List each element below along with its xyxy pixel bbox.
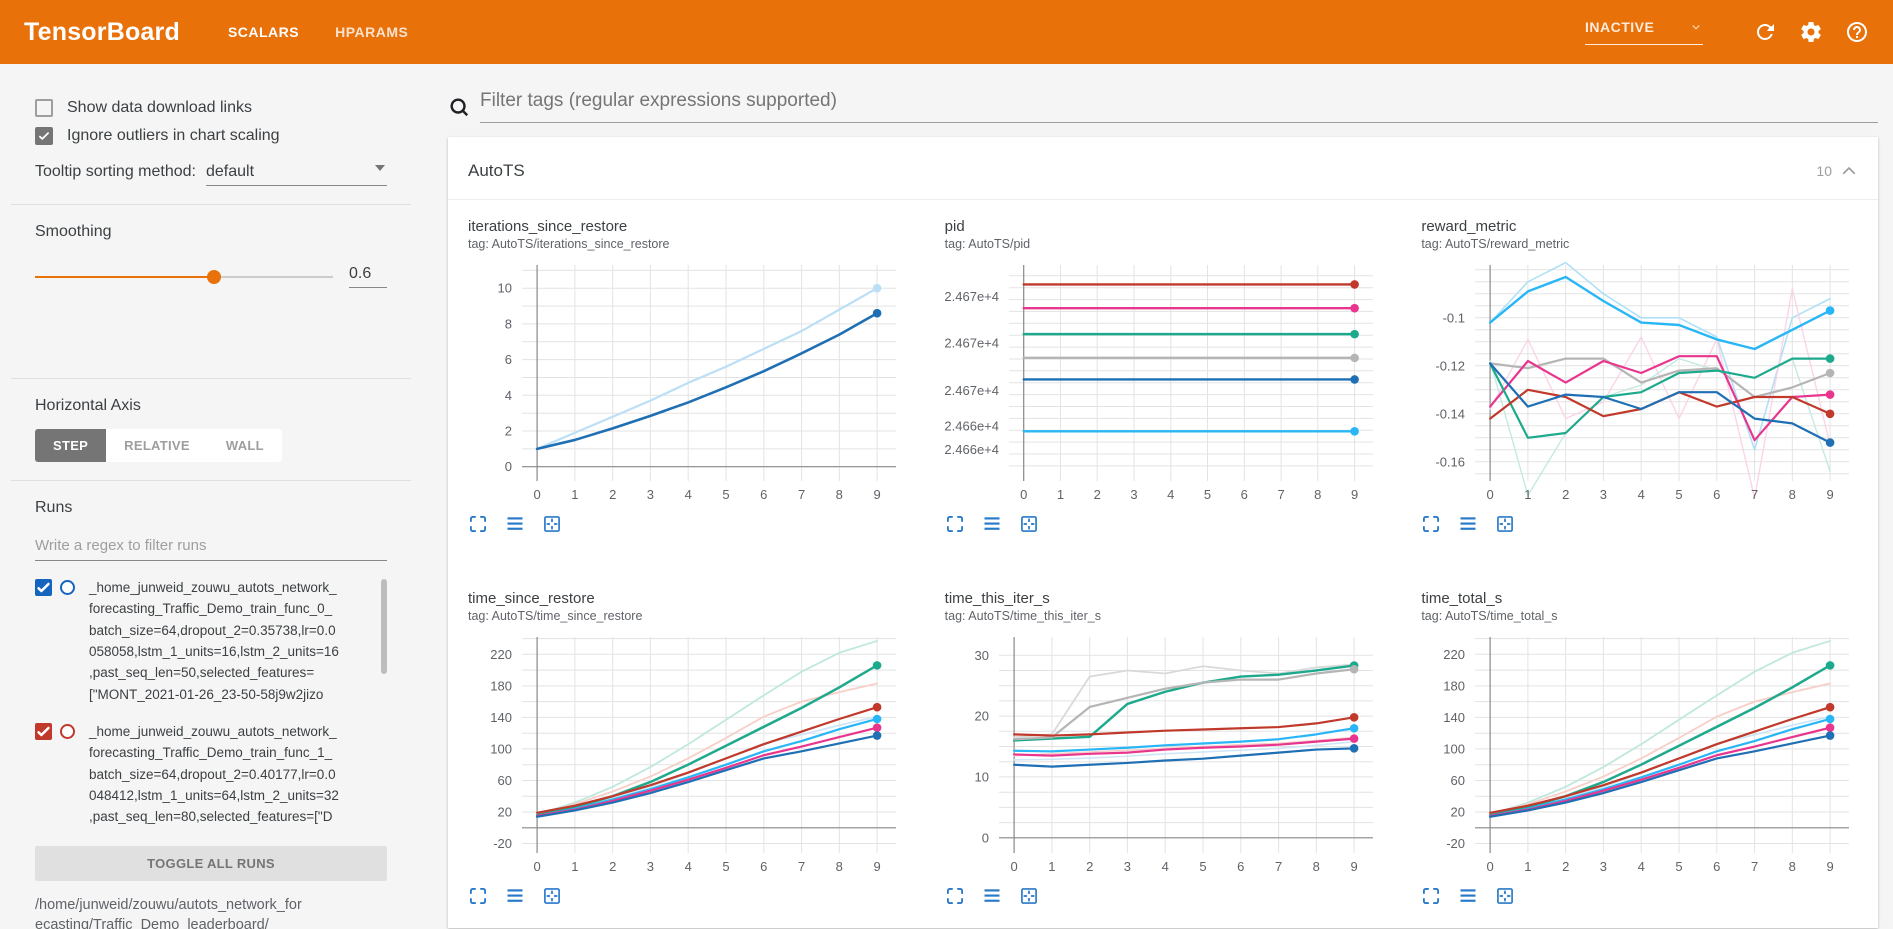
svg-text:-0.14: -0.14: [1436, 406, 1466, 421]
svg-text:-0.1: -0.1: [1443, 310, 1465, 325]
svg-text:10: 10: [498, 281, 512, 296]
svg-text:100: 100: [490, 741, 512, 756]
svg-text:6: 6: [1714, 859, 1721, 874]
svg-text:4: 4: [1167, 487, 1174, 502]
svg-text:8: 8: [1314, 487, 1321, 502]
svg-text:0: 0: [533, 859, 540, 874]
svg-text:20: 20: [1451, 805, 1465, 820]
svg-text:2: 2: [1093, 487, 1100, 502]
svg-text:5: 5: [1676, 859, 1683, 874]
svg-text:3: 3: [1130, 487, 1137, 502]
svg-text:7: 7: [798, 859, 805, 874]
svg-text:1: 1: [571, 487, 578, 502]
svg-text:100: 100: [1444, 741, 1466, 756]
svg-text:20: 20: [498, 805, 512, 820]
svg-text:5: 5: [1204, 487, 1211, 502]
svg-text:4: 4: [1638, 487, 1645, 502]
svg-text:6: 6: [760, 859, 767, 874]
svg-text:4: 4: [1638, 859, 1645, 874]
svg-text:7: 7: [1277, 487, 1284, 502]
svg-text:9: 9: [1827, 487, 1834, 502]
svg-text:8: 8: [1789, 859, 1796, 874]
svg-text:9: 9: [873, 859, 880, 874]
svg-text:6: 6: [1237, 859, 1244, 874]
svg-text:2.466e+4: 2.466e+4: [945, 418, 999, 433]
svg-text:2.466e+4: 2.466e+4: [945, 442, 999, 457]
svg-text:7: 7: [798, 487, 805, 502]
svg-text:6: 6: [1714, 487, 1721, 502]
svg-text:3: 3: [1600, 859, 1607, 874]
svg-text:0: 0: [1487, 859, 1494, 874]
svg-text:4: 4: [685, 487, 692, 502]
svg-text:4: 4: [1161, 859, 1168, 874]
svg-text:8: 8: [1312, 859, 1319, 874]
svg-text:0: 0: [505, 459, 512, 474]
svg-text:60: 60: [1451, 773, 1465, 788]
svg-text:8: 8: [836, 859, 843, 874]
svg-text:2: 2: [1562, 859, 1569, 874]
svg-text:1: 1: [1048, 859, 1055, 874]
svg-text:4: 4: [505, 388, 512, 403]
svg-text:7: 7: [1275, 859, 1282, 874]
svg-text:7: 7: [1751, 487, 1758, 502]
svg-text:3: 3: [647, 487, 654, 502]
svg-text:4: 4: [685, 859, 692, 874]
svg-text:5: 5: [722, 859, 729, 874]
svg-text:0: 0: [981, 830, 988, 845]
svg-text:0: 0: [1010, 859, 1017, 874]
svg-text:9: 9: [873, 487, 880, 502]
svg-text:5: 5: [1199, 859, 1206, 874]
svg-text:2: 2: [1562, 487, 1569, 502]
svg-text:-0.12: -0.12: [1436, 358, 1466, 373]
svg-text:8: 8: [505, 316, 512, 331]
svg-text:220: 220: [490, 647, 512, 662]
svg-text:140: 140: [490, 710, 512, 725]
svg-text:1: 1: [1525, 487, 1532, 502]
svg-text:-20: -20: [1447, 836, 1466, 851]
svg-text:9: 9: [1351, 487, 1358, 502]
svg-text:1: 1: [571, 859, 578, 874]
svg-text:8: 8: [836, 487, 843, 502]
svg-text:-0.16: -0.16: [1436, 454, 1466, 469]
svg-text:0: 0: [1487, 487, 1494, 502]
svg-text:5: 5: [722, 487, 729, 502]
svg-text:0: 0: [1020, 487, 1027, 502]
svg-text:1: 1: [1057, 487, 1064, 502]
svg-text:2: 2: [505, 424, 512, 439]
svg-text:20: 20: [974, 709, 988, 724]
svg-text:8: 8: [1789, 487, 1796, 502]
svg-text:30: 30: [974, 648, 988, 663]
svg-text:3: 3: [647, 859, 654, 874]
svg-text:6: 6: [1240, 487, 1247, 502]
svg-text:220: 220: [1444, 647, 1466, 662]
svg-text:1: 1: [1525, 859, 1532, 874]
svg-text:3: 3: [1600, 487, 1607, 502]
svg-text:2: 2: [609, 859, 616, 874]
svg-text:5: 5: [1676, 487, 1683, 502]
svg-text:2.467e+4: 2.467e+4: [945, 383, 999, 398]
svg-text:180: 180: [1444, 678, 1466, 693]
svg-text:2: 2: [1086, 859, 1093, 874]
svg-text:2.467e+4: 2.467e+4: [945, 335, 999, 350]
svg-text:180: 180: [490, 678, 512, 693]
svg-text:60: 60: [498, 773, 512, 788]
svg-text:6: 6: [505, 352, 512, 367]
svg-text:6: 6: [760, 487, 767, 502]
svg-text:9: 9: [1350, 859, 1357, 874]
svg-text:2: 2: [609, 487, 616, 502]
svg-text:2.467e+4: 2.467e+4: [945, 289, 999, 304]
svg-text:140: 140: [1444, 710, 1466, 725]
svg-text:9: 9: [1827, 859, 1834, 874]
svg-text:0: 0: [533, 487, 540, 502]
svg-text:7: 7: [1751, 859, 1758, 874]
svg-text:-20: -20: [493, 836, 512, 851]
svg-text:10: 10: [974, 769, 988, 784]
svg-text:3: 3: [1123, 859, 1130, 874]
